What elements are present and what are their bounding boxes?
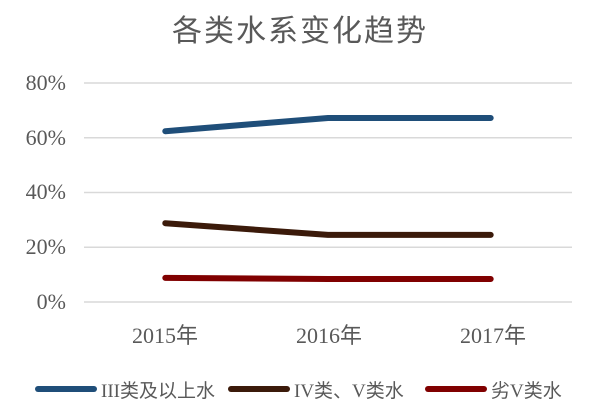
legend-label: 劣V类水 <box>491 380 562 402</box>
y-tick-80: 80% <box>25 70 66 95</box>
legend-swatch-icon <box>425 386 487 392</box>
legend-item-class4-5[interactable]: IV类、V类水 <box>228 374 404 404</box>
chart-title: 各类水系变化趋势 <box>172 14 428 49</box>
legend-swatch-icon <box>35 386 97 392</box>
legend-label: III类及以上水 <box>101 380 215 402</box>
series-line[interactable] <box>162 274 494 282</box>
legend: III类及以上水 IV类、V类水 劣V类水 <box>0 374 600 404</box>
y-tick-20: 20% <box>25 234 66 259</box>
series-line[interactable] <box>162 115 494 135</box>
x-tick-2017: 2017年 <box>459 323 526 348</box>
legend-item-worse-than-class5[interactable]: 劣V类水 <box>425 374 562 404</box>
y-tick-0: 0% <box>36 289 66 314</box>
y-tick-40: 40% <box>25 179 66 204</box>
series-lines <box>162 115 494 282</box>
series-line[interactable] <box>162 220 494 238</box>
legend-label: IV类、V类水 <box>294 380 404 402</box>
gridlines <box>84 82 572 303</box>
x-tick-2015: 2015年 <box>131 323 198 348</box>
legend-swatch-icon <box>228 386 290 392</box>
x-tick-2016: 2016年 <box>295 323 362 348</box>
y-tick-60: 60% <box>25 125 66 150</box>
legend-item-class3-above[interactable]: III类及以上水 <box>35 374 215 404</box>
